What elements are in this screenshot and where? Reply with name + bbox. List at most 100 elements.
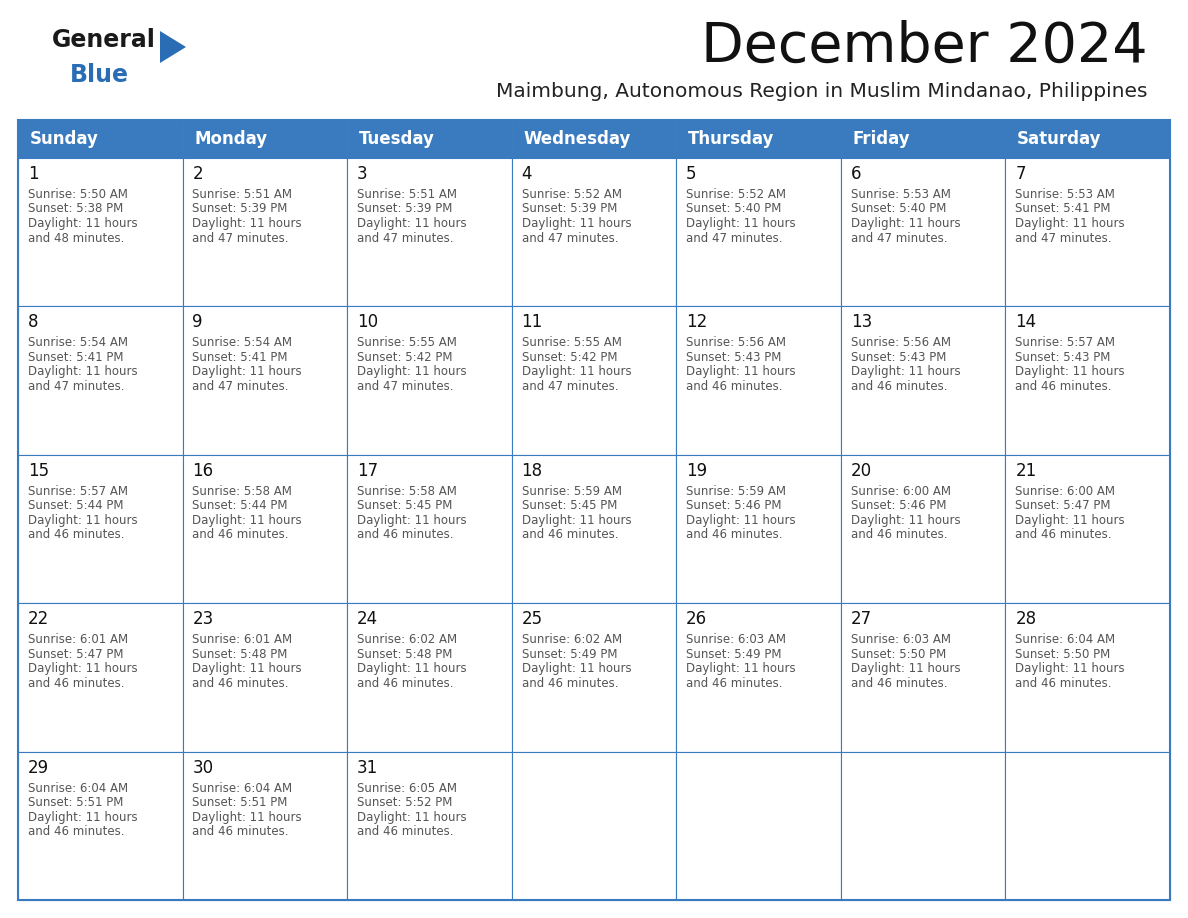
Text: Daylight: 11 hours: Daylight: 11 hours xyxy=(522,217,631,230)
Text: and 46 minutes.: and 46 minutes. xyxy=(358,677,454,689)
Text: and 48 minutes.: and 48 minutes. xyxy=(27,231,125,244)
Text: Sunrise: 5:55 AM: Sunrise: 5:55 AM xyxy=(358,336,457,350)
Text: Sunrise: 6:03 AM: Sunrise: 6:03 AM xyxy=(687,633,786,646)
Text: Daylight: 11 hours: Daylight: 11 hours xyxy=(1016,217,1125,230)
Text: Sunrise: 5:57 AM: Sunrise: 5:57 AM xyxy=(1016,336,1116,350)
Text: and 47 minutes.: and 47 minutes. xyxy=(27,380,125,393)
Text: Sunset: 5:44 PM: Sunset: 5:44 PM xyxy=(192,499,287,512)
Text: Sunrise: 5:59 AM: Sunrise: 5:59 AM xyxy=(522,485,621,498)
Text: 12: 12 xyxy=(687,313,707,331)
Text: Daylight: 11 hours: Daylight: 11 hours xyxy=(192,662,302,676)
Text: Sunrise: 5:53 AM: Sunrise: 5:53 AM xyxy=(1016,188,1116,201)
Bar xyxy=(841,120,1005,158)
Text: 6: 6 xyxy=(851,165,861,183)
Text: 14: 14 xyxy=(1016,313,1036,331)
Text: Daylight: 11 hours: Daylight: 11 hours xyxy=(27,217,138,230)
Bar xyxy=(512,307,676,454)
Text: General: General xyxy=(52,28,156,52)
Text: Sunrise: 6:04 AM: Sunrise: 6:04 AM xyxy=(192,781,292,795)
Bar xyxy=(676,603,841,752)
Bar xyxy=(1005,603,1170,752)
Text: 16: 16 xyxy=(192,462,214,480)
Bar xyxy=(841,307,1005,454)
Text: Sunrise: 5:54 AM: Sunrise: 5:54 AM xyxy=(27,336,128,350)
Text: 8: 8 xyxy=(27,313,38,331)
Text: Daylight: 11 hours: Daylight: 11 hours xyxy=(27,811,138,823)
Bar xyxy=(18,454,183,603)
Text: 29: 29 xyxy=(27,758,49,777)
Text: Sunset: 5:44 PM: Sunset: 5:44 PM xyxy=(27,499,124,512)
Text: and 47 minutes.: and 47 minutes. xyxy=(687,231,783,244)
Text: Sunset: 5:47 PM: Sunset: 5:47 PM xyxy=(27,648,124,661)
Text: Sunset: 5:43 PM: Sunset: 5:43 PM xyxy=(851,351,946,364)
Text: Sunrise: 6:02 AM: Sunrise: 6:02 AM xyxy=(522,633,621,646)
Text: Daylight: 11 hours: Daylight: 11 hours xyxy=(687,514,796,527)
Bar xyxy=(841,603,1005,752)
Text: 7: 7 xyxy=(1016,165,1025,183)
Text: Saturday: Saturday xyxy=(1017,130,1101,148)
Text: 21: 21 xyxy=(1016,462,1037,480)
Text: 22: 22 xyxy=(27,610,49,628)
Text: 24: 24 xyxy=(358,610,378,628)
Text: and 46 minutes.: and 46 minutes. xyxy=(687,677,783,689)
Text: and 46 minutes.: and 46 minutes. xyxy=(1016,528,1112,542)
Text: Sunrise: 5:59 AM: Sunrise: 5:59 AM xyxy=(687,485,786,498)
Bar xyxy=(1005,454,1170,603)
Text: Sunset: 5:49 PM: Sunset: 5:49 PM xyxy=(687,648,782,661)
Text: Sunset: 5:48 PM: Sunset: 5:48 PM xyxy=(192,648,287,661)
Text: Daylight: 11 hours: Daylight: 11 hours xyxy=(358,514,467,527)
Text: Tuesday: Tuesday xyxy=(359,130,435,148)
Text: Sunrise: 5:50 AM: Sunrise: 5:50 AM xyxy=(27,188,128,201)
Bar xyxy=(18,752,183,900)
Text: Sunrise: 5:56 AM: Sunrise: 5:56 AM xyxy=(687,336,786,350)
Text: 27: 27 xyxy=(851,610,872,628)
Text: Sunset: 5:46 PM: Sunset: 5:46 PM xyxy=(851,499,946,512)
Text: Sunrise: 6:05 AM: Sunrise: 6:05 AM xyxy=(358,781,457,795)
Text: and 46 minutes.: and 46 minutes. xyxy=(192,677,289,689)
Text: Friday: Friday xyxy=(852,130,910,148)
Text: Daylight: 11 hours: Daylight: 11 hours xyxy=(1016,662,1125,676)
Text: Daylight: 11 hours: Daylight: 11 hours xyxy=(1016,365,1125,378)
Text: and 47 minutes.: and 47 minutes. xyxy=(1016,231,1112,244)
Text: 4: 4 xyxy=(522,165,532,183)
Text: Sunset: 5:41 PM: Sunset: 5:41 PM xyxy=(27,351,124,364)
Text: Daylight: 11 hours: Daylight: 11 hours xyxy=(27,514,138,527)
Bar xyxy=(1005,752,1170,900)
Text: 5: 5 xyxy=(687,165,696,183)
Bar xyxy=(676,120,841,158)
Text: and 46 minutes.: and 46 minutes. xyxy=(358,825,454,838)
Text: 20: 20 xyxy=(851,462,872,480)
Text: Daylight: 11 hours: Daylight: 11 hours xyxy=(851,365,960,378)
Text: and 46 minutes.: and 46 minutes. xyxy=(522,528,618,542)
Text: Sunrise: 5:53 AM: Sunrise: 5:53 AM xyxy=(851,188,950,201)
Bar xyxy=(18,603,183,752)
Text: and 47 minutes.: and 47 minutes. xyxy=(358,380,454,393)
Text: and 47 minutes.: and 47 minutes. xyxy=(851,231,947,244)
Text: and 47 minutes.: and 47 minutes. xyxy=(522,231,618,244)
Text: Sunset: 5:42 PM: Sunset: 5:42 PM xyxy=(522,351,617,364)
Text: 26: 26 xyxy=(687,610,707,628)
Text: Sunrise: 6:04 AM: Sunrise: 6:04 AM xyxy=(27,781,128,795)
Text: Sunrise: 5:51 AM: Sunrise: 5:51 AM xyxy=(358,188,457,201)
Text: Sunrise: 5:58 AM: Sunrise: 5:58 AM xyxy=(358,485,457,498)
Text: Wednesday: Wednesday xyxy=(523,130,631,148)
Bar xyxy=(183,454,347,603)
Text: and 47 minutes.: and 47 minutes. xyxy=(192,231,289,244)
Bar xyxy=(18,120,1170,900)
Text: Sunset: 5:43 PM: Sunset: 5:43 PM xyxy=(687,351,782,364)
Text: Thursday: Thursday xyxy=(688,130,775,148)
Bar xyxy=(347,120,512,158)
Text: Sunset: 5:41 PM: Sunset: 5:41 PM xyxy=(1016,203,1111,216)
Text: Sunset: 5:43 PM: Sunset: 5:43 PM xyxy=(1016,351,1111,364)
Text: Sunrise: 5:58 AM: Sunrise: 5:58 AM xyxy=(192,485,292,498)
Text: Sunset: 5:46 PM: Sunset: 5:46 PM xyxy=(687,499,782,512)
Text: Sunset: 5:47 PM: Sunset: 5:47 PM xyxy=(1016,499,1111,512)
Text: Sunset: 5:51 PM: Sunset: 5:51 PM xyxy=(192,796,287,809)
Text: 30: 30 xyxy=(192,758,214,777)
Text: and 46 minutes.: and 46 minutes. xyxy=(27,825,125,838)
Text: Daylight: 11 hours: Daylight: 11 hours xyxy=(851,217,960,230)
Bar xyxy=(347,752,512,900)
Text: and 46 minutes.: and 46 minutes. xyxy=(687,380,783,393)
Text: Sunrise: 5:51 AM: Sunrise: 5:51 AM xyxy=(192,188,292,201)
Text: Monday: Monday xyxy=(194,130,267,148)
